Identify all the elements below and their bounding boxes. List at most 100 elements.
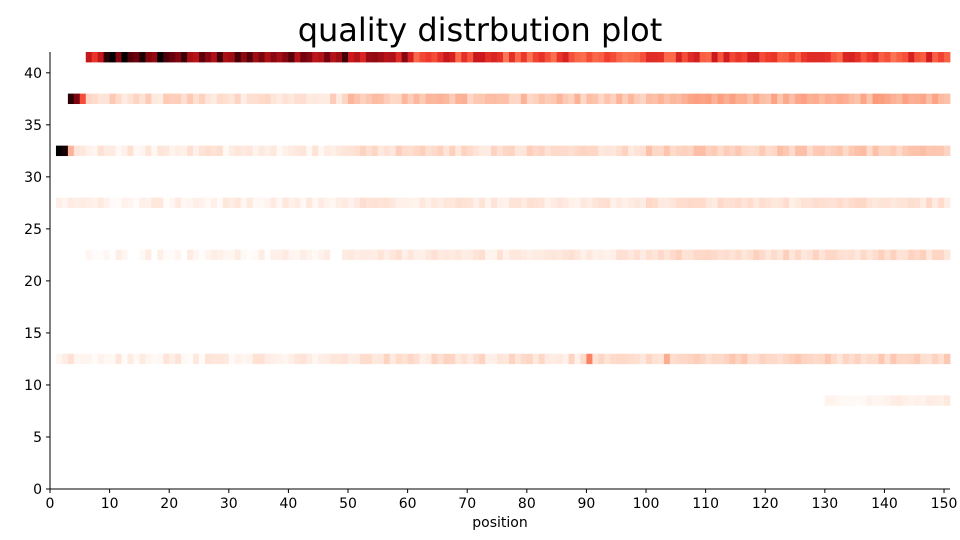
heatmap-cell (73, 93, 81, 105)
heatmap-cell (342, 249, 349, 261)
heatmap-cell (330, 353, 337, 365)
heatmap-cell (353, 52, 361, 63)
heatmap-cell (854, 145, 861, 157)
heatmap-cell (175, 145, 182, 157)
heatmap-cell (634, 353, 641, 365)
heatmap-cell (818, 52, 826, 63)
heatmap-cell (514, 353, 522, 365)
heatmap-cell (407, 249, 414, 261)
heatmap-cell (455, 93, 462, 105)
heatmap-cell (693, 145, 701, 157)
heatmap-cell (556, 93, 563, 105)
heatmap-cell (282, 197, 289, 209)
heatmap-cell (866, 249, 873, 261)
heatmap-cell (479, 197, 486, 209)
heatmap-cell (485, 197, 492, 209)
heatmap-cell (860, 145, 867, 157)
heatmap-cell (830, 249, 838, 261)
heatmap-cell (210, 197, 218, 209)
heatmap-cell (324, 353, 331, 365)
heatmap-cell (938, 145, 945, 157)
heatmap-cell (222, 145, 230, 157)
heatmap-cell (300, 353, 307, 365)
heatmap-cell (884, 197, 891, 209)
heatmap-cell (824, 395, 832, 406)
heatmap-cell (640, 353, 647, 365)
heatmap-cell (944, 197, 951, 209)
heatmap-cell (365, 353, 373, 365)
heatmap-cell (574, 52, 581, 63)
heatmap-cell (139, 145, 146, 157)
heatmap-cell (675, 197, 683, 209)
heatmap-cell (401, 52, 409, 63)
heatmap-cell (342, 145, 349, 157)
y-tick-label: 20 (24, 274, 42, 290)
heatmap-cell (622, 353, 629, 365)
heatmap-cell (783, 197, 790, 209)
heatmap-cell (520, 353, 528, 365)
heatmap-cell (181, 197, 188, 209)
heatmap-cell (628, 197, 635, 209)
heatmap-cell (300, 249, 307, 261)
heatmap-cell (687, 353, 695, 365)
heatmap-cell (920, 93, 927, 105)
heatmap-cell (479, 93, 486, 105)
heatmap-cell (324, 145, 331, 157)
heatmap-cell (568, 249, 575, 261)
heatmap-cell (318, 145, 325, 157)
heatmap-cell (127, 52, 134, 63)
heatmap-cell (634, 93, 641, 105)
x-axis-ticks: 0 10 20 30 40 50 60 70 80 90 100 110 120 130 140 150 (46, 489, 957, 512)
heatmap-cell (252, 249, 260, 261)
heatmap-cell (157, 93, 164, 105)
heatmap-cell (562, 249, 569, 261)
heatmap-cell (187, 249, 194, 261)
heatmap-cell (294, 197, 301, 209)
heatmap-cell (61, 353, 69, 365)
heatmap-cell (723, 52, 730, 63)
heatmap-cell (383, 353, 391, 365)
heatmap-cell (115, 145, 122, 157)
heatmap-cell (872, 145, 879, 157)
heatmap-cell (121, 93, 128, 105)
heatmap-cell (854, 249, 861, 261)
heatmap-cell (711, 93, 718, 105)
heatmap-cell (586, 93, 593, 105)
heatmap-cell (55, 353, 63, 365)
heatmap-cell (789, 249, 796, 261)
heatmap-cell (753, 249, 760, 261)
heatmap-cell (514, 52, 522, 63)
heatmap-cell (109, 249, 116, 261)
heatmap-cell (330, 145, 337, 157)
heatmap-cell (711, 353, 718, 365)
heatmap-cell (371, 353, 379, 365)
heatmap-cell (443, 93, 450, 105)
heatmap-cell (497, 197, 504, 209)
heatmap-cell (264, 145, 271, 157)
heatmap-cell (389, 353, 397, 365)
heatmap-cell (824, 52, 832, 63)
heatmap-cell (109, 145, 116, 157)
heatmap-cell (622, 197, 629, 209)
heatmap-cell (580, 249, 587, 261)
heatmap-cell (842, 395, 850, 406)
heatmap-cell (675, 52, 683, 63)
heatmap-cell (461, 52, 468, 63)
y-tick-label: 5 (33, 430, 42, 446)
heatmap-cell (467, 93, 474, 105)
heatmap-cell (240, 52, 248, 63)
heatmap-cell (783, 52, 790, 63)
heatmap-cell (312, 197, 319, 209)
heatmap-cell (151, 145, 158, 157)
heatmap-cell (175, 249, 182, 261)
heatmap-cell (365, 93, 373, 105)
heatmap-cell (276, 52, 283, 63)
heatmap-cell (610, 249, 617, 261)
heatmap-cell (938, 353, 945, 365)
heatmap-cell (890, 353, 897, 365)
x-tick-label: 70 (458, 496, 476, 512)
heatmap-cell (491, 197, 498, 209)
heatmap-cell (663, 249, 671, 261)
y-tick-label: 35 (24, 118, 42, 134)
heatmap-cell (771, 93, 778, 105)
